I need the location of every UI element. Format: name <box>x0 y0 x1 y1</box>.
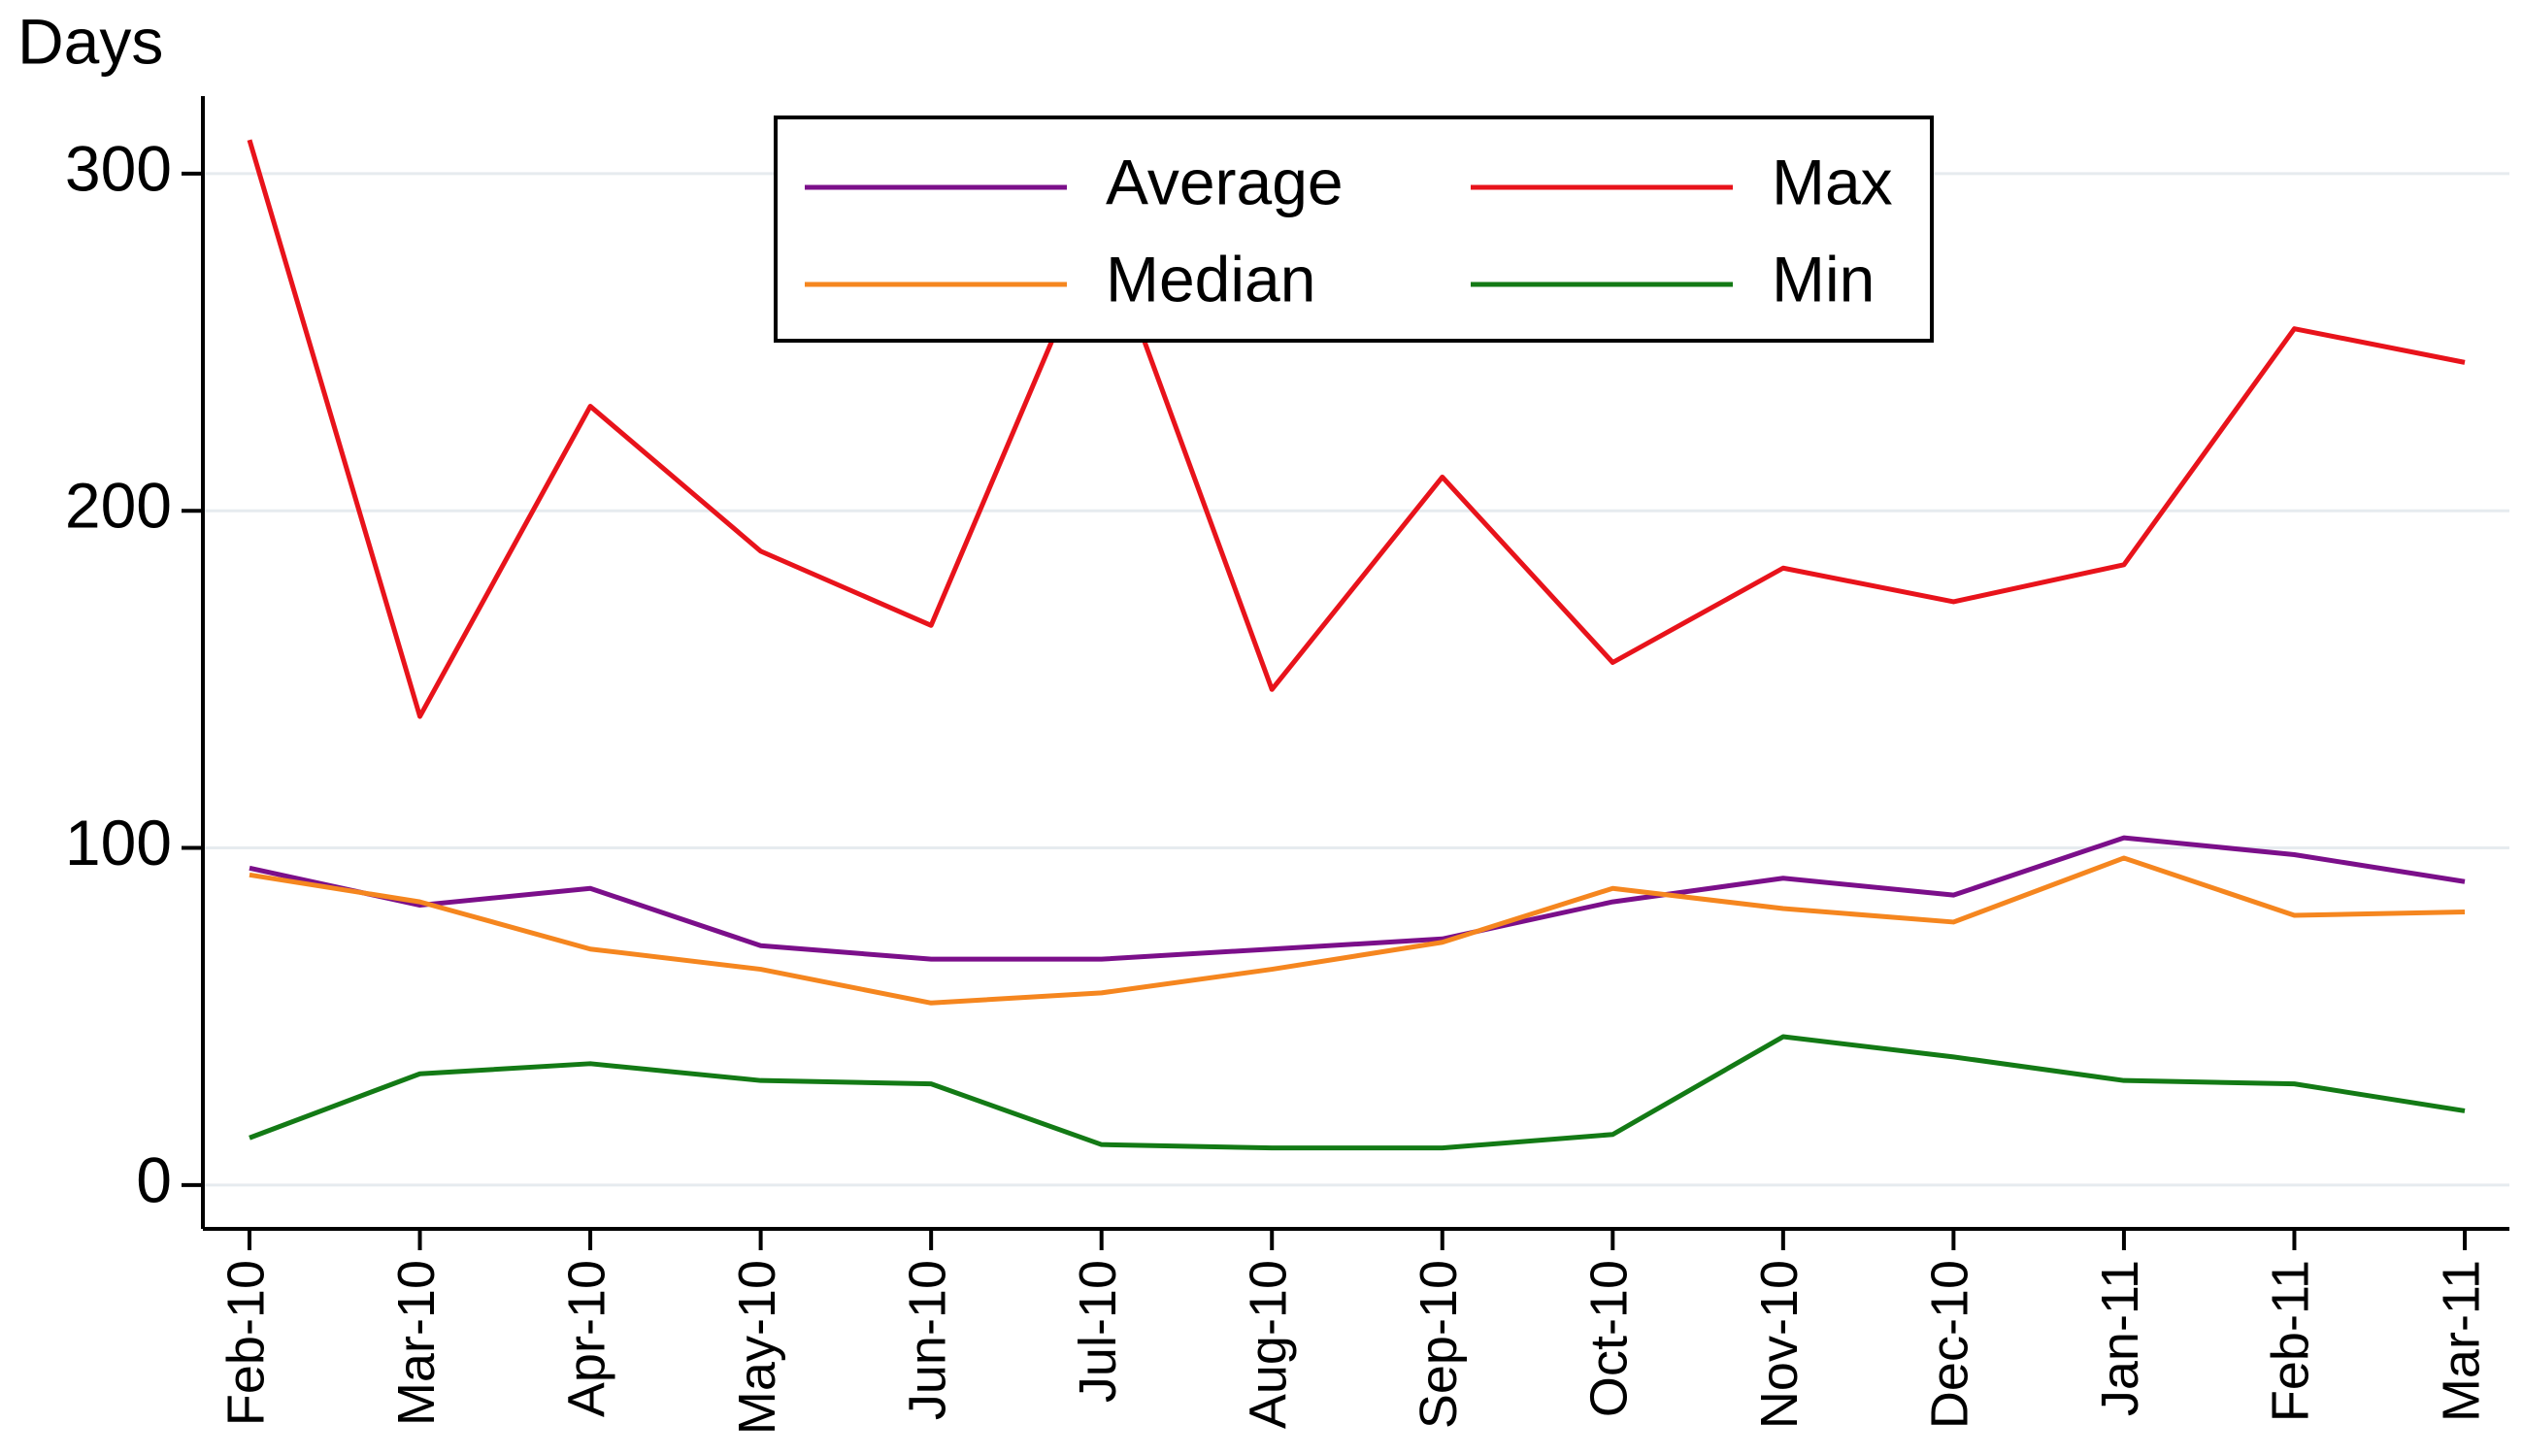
x-tick-label: Apr-10 <box>557 1260 615 1417</box>
x-tick-label: Aug-10 <box>1239 1260 1297 1429</box>
legend: Average Max Median Min <box>774 116 1934 343</box>
y-axis-label: Days <box>17 5 163 77</box>
y-tick-label: 100 <box>65 807 172 878</box>
x-tick-label: Mar-10 <box>387 1260 446 1426</box>
legend-label: Min <box>1772 243 1875 314</box>
y-tick-label: 0 <box>136 1143 172 1215</box>
x-tick-label: Feb-10 <box>216 1260 275 1426</box>
series-line <box>249 1034 2466 1151</box>
series-line <box>249 835 2466 962</box>
x-tick-label: Sep-10 <box>1410 1260 1468 1429</box>
legend-label: Average <box>1106 146 1344 217</box>
series-line <box>249 855 2466 1006</box>
x-tick-label: May-10 <box>728 1260 786 1435</box>
x-tick-label: Jul-10 <box>1069 1260 1127 1403</box>
x-tick-label: Mar-11 <box>2432 1260 2490 1422</box>
y-tick-label: 300 <box>65 132 172 204</box>
x-tick-label: Jun-10 <box>898 1260 956 1420</box>
x-tick-label: Oct-10 <box>1580 1260 1639 1417</box>
legend-label: Median <box>1106 243 1315 314</box>
x-tick-label: Nov-10 <box>1750 1260 1809 1429</box>
legend-box <box>774 116 1934 343</box>
y-tick-label: 200 <box>65 470 172 542</box>
series-line <box>247 139 2466 719</box>
x-tick-label: Dec-10 <box>1921 1260 1979 1429</box>
x-tick-label: Jan-11 <box>2091 1260 2149 1416</box>
x-tick-label: Feb-11 <box>2262 1260 2320 1422</box>
legend-label: Max <box>1772 146 1893 217</box>
